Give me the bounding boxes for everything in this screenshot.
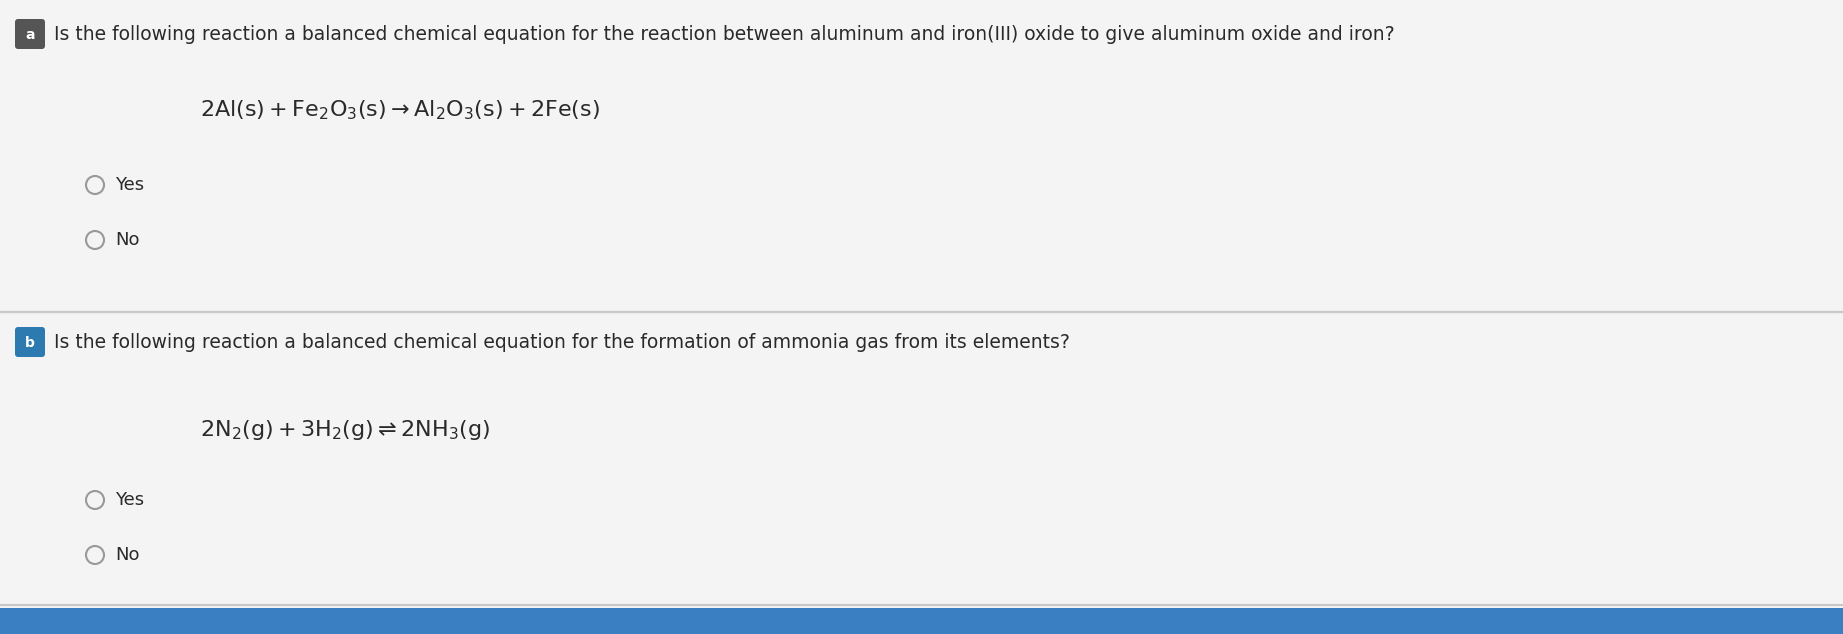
FancyBboxPatch shape (0, 0, 1843, 310)
Text: Yes: Yes (114, 491, 144, 509)
Text: a: a (26, 28, 35, 42)
FancyBboxPatch shape (0, 315, 1843, 634)
Text: b: b (26, 336, 35, 350)
FancyBboxPatch shape (15, 19, 44, 49)
FancyBboxPatch shape (15, 327, 44, 357)
Text: $\mathregular{2N_2(g) + 3H_2(g) \rightleftharpoons 2NH_3(g)}$: $\mathregular{2N_2(g) + 3H_2(g) \rightle… (201, 418, 490, 442)
FancyBboxPatch shape (0, 608, 1843, 634)
Text: $\mathregular{2Al(s) + Fe_2O_3(s) \rightarrow Al_2O_3(s) + 2Fe(s)}$: $\mathregular{2Al(s) + Fe_2O_3(s) \right… (201, 98, 599, 122)
Text: Is the following reaction a balanced chemical equation for the reaction between : Is the following reaction a balanced che… (53, 25, 1395, 44)
Text: No: No (114, 231, 140, 249)
Text: Is the following reaction a balanced chemical equation for the formation of ammo: Is the following reaction a balanced che… (53, 333, 1071, 353)
Text: No: No (114, 546, 140, 564)
Text: Yes: Yes (114, 176, 144, 194)
